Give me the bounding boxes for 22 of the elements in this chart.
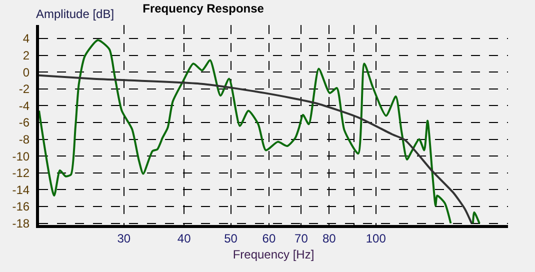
x-tick-label: 60 xyxy=(262,231,276,246)
y-tick-label: -8 xyxy=(18,132,30,146)
y-tick-label: -12 xyxy=(12,166,30,180)
x-tick-label: 50 xyxy=(224,231,238,246)
chart-title: Frequency Response xyxy=(142,1,264,16)
y-tick-label: -10 xyxy=(12,149,30,164)
y-tick-label: -16 xyxy=(12,200,30,214)
x-tick-label: 30 xyxy=(117,231,131,246)
x-tick-label: 40 xyxy=(177,231,192,246)
y-tick-label: 2 xyxy=(22,48,30,62)
y-tick-label: -14 xyxy=(12,182,30,197)
y-tick-label: -4 xyxy=(18,98,30,113)
x-tick-label: 70 xyxy=(294,231,308,246)
y-tick-label: -18 xyxy=(12,216,30,231)
y-tick-label: -2 xyxy=(18,82,30,96)
y-tick-label: 0 xyxy=(22,65,30,80)
x-tick-label: 80 xyxy=(322,231,336,246)
y-tick-label: -6 xyxy=(18,116,30,130)
y-axis-title: Amplitude [dB] xyxy=(36,7,114,21)
x-axis-title: Frequency [Hz] xyxy=(232,247,314,262)
y-tick-label: 4 xyxy=(22,32,30,46)
x-tick-label: 100 xyxy=(366,231,386,246)
